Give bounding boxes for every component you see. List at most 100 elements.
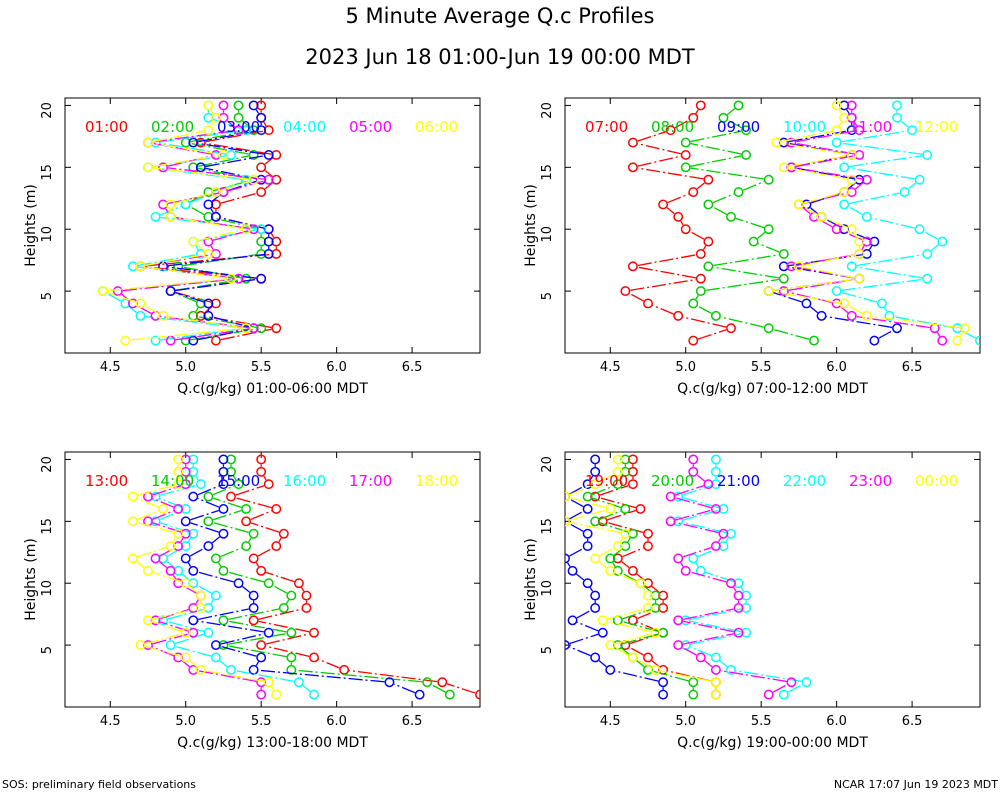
data-point bbox=[741, 603, 752, 613]
series-segment bbox=[172, 574, 177, 580]
x-tick-label: 5.0 bbox=[175, 360, 196, 375]
data-point bbox=[248, 100, 259, 111]
data-point bbox=[248, 323, 259, 334]
y-axis-label: Heights (m) bbox=[23, 184, 39, 267]
series-segment bbox=[211, 536, 221, 544]
series-segment bbox=[167, 266, 257, 279]
data-point bbox=[173, 541, 184, 552]
data-point bbox=[127, 298, 138, 309]
series-segment bbox=[695, 109, 699, 114]
data-point bbox=[846, 149, 857, 160]
series-segment bbox=[841, 230, 863, 241]
data-point bbox=[620, 503, 631, 514]
data-point bbox=[180, 541, 191, 552]
data-point bbox=[263, 224, 274, 235]
data-point bbox=[210, 112, 221, 123]
data-point bbox=[605, 664, 616, 675]
data-point bbox=[726, 578, 736, 589]
data-point bbox=[203, 249, 214, 259]
data-point bbox=[846, 174, 857, 185]
series-segment bbox=[160, 484, 197, 496]
series-segment bbox=[210, 109, 214, 114]
series-segment bbox=[796, 155, 855, 168]
footer-source-note: SOS: preliminary field observations bbox=[2, 778, 196, 791]
legend-label: 03:00 bbox=[217, 118, 260, 136]
series-segment bbox=[690, 571, 727, 583]
series-segment bbox=[697, 547, 720, 558]
series-segment bbox=[690, 167, 764, 180]
series-segment bbox=[152, 142, 219, 155]
series-segment bbox=[717, 537, 722, 543]
data-point bbox=[263, 125, 274, 136]
data-point bbox=[256, 100, 267, 111]
series-segment bbox=[848, 305, 863, 315]
series-segment bbox=[720, 670, 787, 683]
data-point bbox=[786, 162, 797, 173]
series-segment bbox=[788, 167, 847, 180]
series-segment bbox=[569, 521, 621, 534]
series-segment bbox=[592, 497, 621, 509]
data-point bbox=[763, 286, 774, 297]
data-point bbox=[643, 541, 653, 552]
data-point bbox=[233, 273, 244, 284]
data-point bbox=[241, 503, 252, 514]
data-point bbox=[643, 298, 653, 309]
series-segment bbox=[263, 121, 267, 127]
data-point bbox=[97, 286, 108, 297]
data-point bbox=[256, 677, 267, 688]
data-point bbox=[922, 249, 933, 259]
data-point bbox=[301, 603, 312, 613]
data-point bbox=[627, 479, 638, 490]
data-point bbox=[218, 479, 229, 490]
legend-label: 09:00 bbox=[717, 118, 760, 136]
data-point bbox=[203, 603, 214, 613]
x-tick-label: 4.5 bbox=[100, 714, 121, 729]
data-point bbox=[210, 590, 221, 601]
data-point bbox=[778, 273, 789, 284]
legend-label: 08:00 bbox=[651, 118, 694, 136]
series-segment bbox=[270, 233, 275, 238]
series-segment bbox=[228, 632, 287, 645]
series-segment bbox=[263, 475, 267, 481]
series-segment bbox=[198, 316, 257, 328]
series-segment bbox=[431, 684, 446, 693]
data-point bbox=[809, 335, 819, 346]
series-segment bbox=[198, 155, 249, 167]
legend-label: 20:00 bbox=[651, 472, 694, 490]
series-segment bbox=[936, 332, 941, 337]
series-segment bbox=[675, 485, 704, 496]
series-segment bbox=[220, 328, 272, 341]
series-segment bbox=[198, 142, 264, 155]
legend-label: 14:00 bbox=[151, 472, 194, 490]
data-point bbox=[590, 454, 601, 465]
data-point bbox=[150, 553, 161, 564]
data-point bbox=[710, 541, 721, 552]
data-point bbox=[673, 516, 684, 527]
legend-label: 07:00 bbox=[585, 118, 628, 136]
legend-label: 15:00 bbox=[217, 472, 260, 490]
data-point bbox=[892, 112, 902, 123]
data-point bbox=[673, 615, 684, 626]
series-segment bbox=[569, 633, 599, 645]
series-segment bbox=[197, 585, 212, 594]
y-tick-label: 20 bbox=[40, 456, 55, 473]
series-segment bbox=[212, 509, 242, 521]
data-point bbox=[741, 125, 752, 136]
data-point bbox=[195, 298, 206, 309]
series-segment bbox=[569, 547, 584, 557]
series-segment bbox=[212, 497, 242, 509]
data-point bbox=[620, 528, 631, 539]
series-segment bbox=[599, 497, 636, 509]
data-point bbox=[218, 466, 229, 477]
x-tick-label: 5.5 bbox=[251, 714, 272, 729]
data-point bbox=[627, 137, 638, 148]
data-point bbox=[907, 125, 918, 136]
series-segment bbox=[137, 510, 159, 521]
series-segment bbox=[255, 562, 260, 567]
data-point bbox=[256, 273, 267, 284]
series-segment bbox=[195, 599, 199, 605]
data-point bbox=[688, 553, 699, 564]
data-point bbox=[861, 249, 872, 259]
data-point bbox=[263, 236, 274, 247]
data-point bbox=[658, 627, 669, 638]
